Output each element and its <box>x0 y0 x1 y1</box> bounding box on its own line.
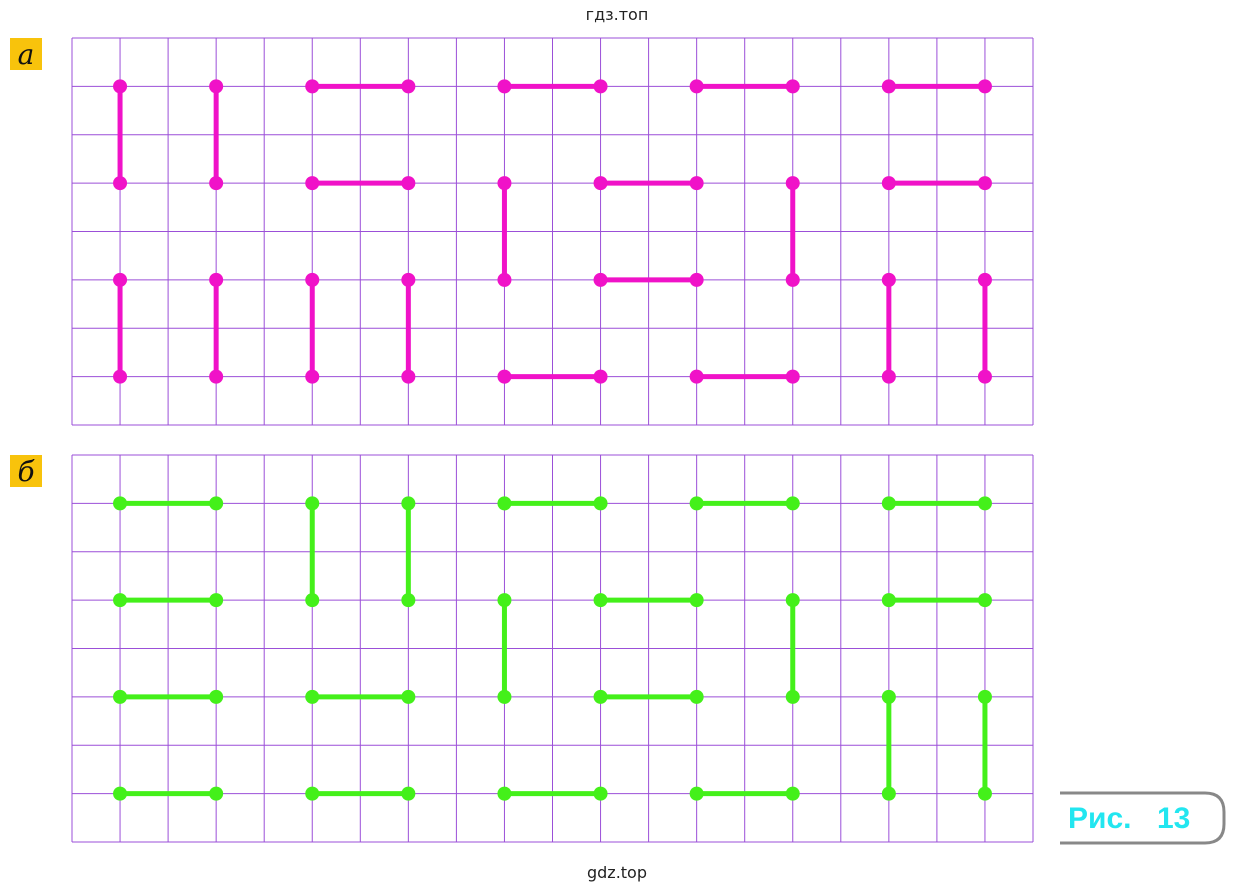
segment-end <box>785 689 800 704</box>
segment-end <box>305 786 320 801</box>
segment-end <box>497 786 512 801</box>
segment-end <box>689 176 704 191</box>
segment-end <box>305 272 320 287</box>
segment-end <box>305 689 320 704</box>
segment-end <box>209 496 224 511</box>
segment-end <box>593 79 608 94</box>
segment-end <box>977 176 992 191</box>
segment-end <box>689 689 704 704</box>
segment-end <box>209 369 224 384</box>
segment-end <box>593 496 608 511</box>
footer-text: gdz.top <box>587 863 647 882</box>
segment-end <box>593 272 608 287</box>
segment-end <box>401 593 416 608</box>
segment-end <box>113 689 128 704</box>
segment-end <box>593 369 608 384</box>
segment-end <box>497 593 512 608</box>
segment-end <box>593 176 608 191</box>
segment-end <box>785 176 800 191</box>
segment-end <box>305 369 320 384</box>
segment-end <box>497 689 512 704</box>
segment-end <box>977 689 992 704</box>
segment-end <box>401 496 416 511</box>
figure-bracket <box>1060 791 1226 845</box>
segment-end <box>209 786 224 801</box>
figure-number: 13 <box>1157 802 1190 835</box>
segment-end <box>785 496 800 511</box>
segment-end <box>881 593 896 608</box>
segment-end <box>689 79 704 94</box>
segment-end <box>593 689 608 704</box>
segment-end <box>785 272 800 287</box>
segment-end <box>689 786 704 801</box>
segment-end <box>401 176 416 191</box>
segment-end <box>401 786 416 801</box>
segment-end <box>977 272 992 287</box>
panel-label: б <box>17 455 35 488</box>
segment-end <box>401 272 416 287</box>
segment-end <box>113 593 128 608</box>
segment-end <box>593 786 608 801</box>
segment-end <box>881 176 896 191</box>
segment-end <box>977 496 992 511</box>
header-title: гдз.топ <box>586 5 649 24</box>
segment-end <box>593 593 608 608</box>
segment-end <box>881 272 896 287</box>
segment-end <box>977 593 992 608</box>
segment-end <box>113 369 128 384</box>
figure-prefix: Рис. <box>1068 802 1131 835</box>
label-box <box>10 38 42 70</box>
segment-end <box>209 593 224 608</box>
segment-end <box>977 79 992 94</box>
segment-end <box>113 176 128 191</box>
segment-end <box>209 272 224 287</box>
segment-end <box>881 689 896 704</box>
segment-end <box>881 369 896 384</box>
segment-end <box>209 176 224 191</box>
segment-end <box>401 79 416 94</box>
segment-end <box>113 79 128 94</box>
segment-end <box>401 689 416 704</box>
segment-end <box>305 496 320 511</box>
segment-end <box>689 272 704 287</box>
segment-end <box>113 496 128 511</box>
segment-end <box>785 786 800 801</box>
segment-end <box>881 786 896 801</box>
segment-end <box>209 689 224 704</box>
segment-end <box>497 79 512 94</box>
segment-end <box>785 79 800 94</box>
segment-end <box>401 369 416 384</box>
segment-end <box>785 593 800 608</box>
segment-end <box>977 369 992 384</box>
segment-end <box>785 369 800 384</box>
segment-end <box>305 79 320 94</box>
segment-end <box>497 369 512 384</box>
grids <box>71 37 1034 843</box>
segment-end <box>305 176 320 191</box>
segment-end <box>689 369 704 384</box>
label-box <box>10 455 42 487</box>
segment-end <box>689 593 704 608</box>
segment-end <box>497 496 512 511</box>
panel-label: а <box>18 38 35 71</box>
segment-end <box>497 176 512 191</box>
segment-end <box>209 79 224 94</box>
segment-end <box>977 786 992 801</box>
segment-end <box>881 496 896 511</box>
segment-end <box>881 79 896 94</box>
segment-end <box>113 272 128 287</box>
segment-end <box>497 272 512 287</box>
segment-end <box>113 786 128 801</box>
segment-end <box>305 593 320 608</box>
segment-end <box>689 496 704 511</box>
